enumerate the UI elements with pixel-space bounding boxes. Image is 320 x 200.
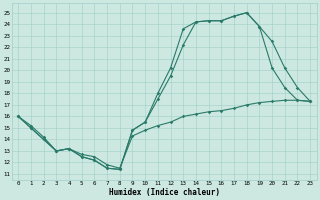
X-axis label: Humidex (Indice chaleur): Humidex (Indice chaleur) [109, 188, 220, 197]
